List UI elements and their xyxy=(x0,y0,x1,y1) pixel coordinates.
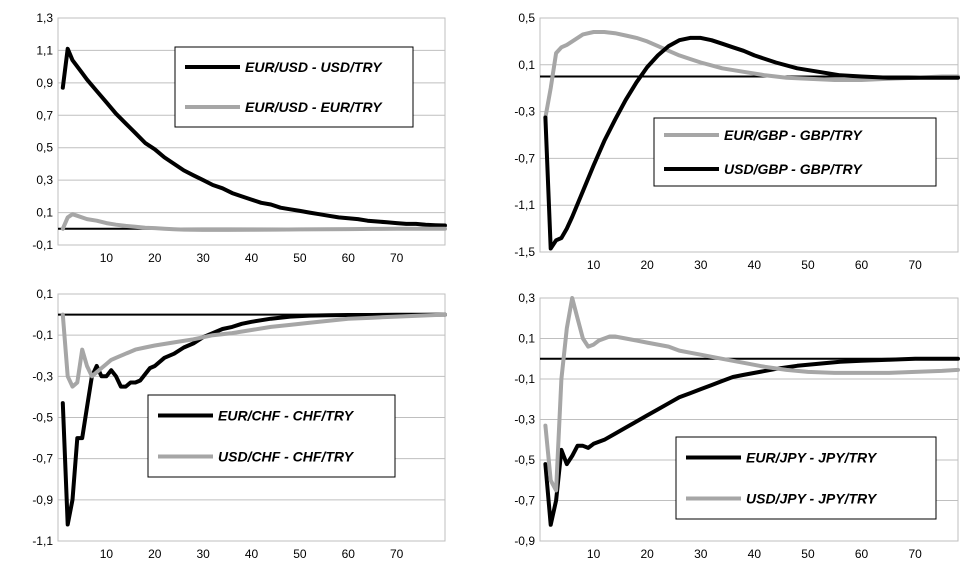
x-tick-label: 30 xyxy=(196,251,210,265)
legend-label: USD/CHF - CHF/TRY xyxy=(218,449,355,465)
x-tick-label: 70 xyxy=(908,258,922,272)
x-tick-label: 50 xyxy=(801,547,815,561)
legend-label: EUR/GBP - GBP/TRY xyxy=(724,127,863,143)
y-tick-label: 0,7 xyxy=(36,108,53,122)
y-tick-label: 0,1 xyxy=(36,287,53,301)
y-tick-label: -1,5 xyxy=(514,245,535,259)
legend: EUR/GBP - GBP/TRY USD/GBP - GBP/TRY xyxy=(653,117,937,187)
y-tick-label: -0,7 xyxy=(514,151,535,165)
chart-panel-2: -1,5 -1,1 -0,7 -0,3 0,1 0,5 10 20 30 40 50 60 70 EUR/… xyxy=(514,11,960,272)
y-tick-label: -0,1 xyxy=(514,372,535,386)
series-line xyxy=(60,212,447,232)
x-tick-label: 30 xyxy=(694,258,708,272)
x-tick-label: 70 xyxy=(390,251,404,265)
legend-box xyxy=(147,394,396,478)
x-tick-label: 40 xyxy=(748,258,762,272)
y-tick-label: 0,5 xyxy=(36,141,53,155)
y-tick-label: -0,7 xyxy=(514,494,535,508)
y-tick-label: 0,5 xyxy=(518,11,535,25)
series-line xyxy=(543,296,960,493)
x-tick-label: 10 xyxy=(100,547,114,561)
x-tick-label: 60 xyxy=(855,258,869,272)
y-tick-label: 0,1 xyxy=(518,58,535,72)
y-tick-label: -0,7 xyxy=(32,452,53,466)
legend-label: USD/GBP - GBP/TRY xyxy=(724,161,863,177)
x-tick-label: 60 xyxy=(342,251,356,265)
x-tick-label: 20 xyxy=(148,547,162,561)
x-tick-label: 60 xyxy=(855,547,869,561)
y-tick-label: -0,3 xyxy=(514,105,535,119)
x-tick-label: 10 xyxy=(587,258,601,272)
series-line xyxy=(543,35,960,251)
legend: EUR/USD - USD/TRY EUR/USD - EUR/TRY xyxy=(174,46,414,128)
y-tick-label: -0,9 xyxy=(514,534,535,548)
y-tick-label: -0,1 xyxy=(32,238,53,252)
x-tick-label: 50 xyxy=(801,258,815,272)
y-tick-label: -0,3 xyxy=(514,413,535,427)
chart-panel-3: -1,1 -0,9 -0,7 -0,5 -0,3 -0,1 0,1 10 20 30 40 50 60 7… xyxy=(32,287,447,561)
legend-label: EUR/CHF - CHF/TRY xyxy=(218,408,355,424)
y-tick-label: 1,1 xyxy=(36,43,53,57)
legend: EUR/CHF - CHF/TRY USD/CHF - CHF/TRY xyxy=(147,394,396,478)
y-tick-label: -0,5 xyxy=(514,453,535,467)
x-tick-label: 40 xyxy=(245,547,259,561)
y-tick-label: -1,1 xyxy=(514,198,535,212)
y-tick-label: 1,3 xyxy=(36,11,53,25)
x-tick-label: 10 xyxy=(100,251,114,265)
legend-box xyxy=(675,436,937,520)
x-tick-label: 30 xyxy=(694,547,708,561)
legend-label: EUR/JPY - JPY/TRY xyxy=(746,450,878,466)
x-tick-label: 70 xyxy=(908,547,922,561)
legend-label: USD/JPY - JPY/TRY xyxy=(746,491,878,507)
legend-label: EUR/USD - USD/TRY xyxy=(245,59,383,75)
y-tick-label: 0,9 xyxy=(36,76,53,90)
legend-box xyxy=(174,46,414,128)
series-line xyxy=(543,30,960,120)
x-tick-label: 50 xyxy=(293,547,307,561)
y-tick-label: -0,9 xyxy=(32,493,53,507)
y-tick-label: 0,1 xyxy=(36,206,53,220)
y-tick-label: 0,3 xyxy=(36,173,53,187)
series-line xyxy=(543,356,960,527)
x-tick-label: 20 xyxy=(148,251,162,265)
y-tick-label: 0,3 xyxy=(518,291,535,305)
x-tick-label: 40 xyxy=(245,251,259,265)
series-line xyxy=(60,312,447,389)
x-tick-label: 40 xyxy=(748,547,762,561)
legend: EUR/JPY - JPY/TRY USD/JPY - JPY/TRY xyxy=(675,436,937,520)
legend-box xyxy=(653,117,937,187)
chart-panel-1: -0,1 0,1 0,3 0,5 0,7 0,9 1,1 1,3 10 20 30 40 50 60 70 E… xyxy=(32,11,447,265)
x-tick-label: 50 xyxy=(293,251,307,265)
y-tick-label: -0,1 xyxy=(32,328,53,342)
legend-label: EUR/USD - EUR/TRY xyxy=(245,99,383,115)
chart-panel-4: -0,9 -0,7 -0,5 -0,3 -0,1 0,1 0,3 10 20 30 40 50 60 70… xyxy=(514,291,960,561)
y-tick-label: -0,5 xyxy=(32,411,53,425)
y-tick-label: 0,1 xyxy=(518,332,535,346)
series-line xyxy=(60,46,447,228)
x-tick-label: 10 xyxy=(587,547,601,561)
y-tick-label: -1,1 xyxy=(32,534,53,548)
x-tick-label: 30 xyxy=(196,547,210,561)
y-tick-label: -0,3 xyxy=(32,369,53,383)
x-tick-label: 20 xyxy=(640,258,654,272)
x-tick-label: 70 xyxy=(390,547,404,561)
x-tick-label: 60 xyxy=(342,547,356,561)
x-tick-label: 20 xyxy=(640,547,654,561)
